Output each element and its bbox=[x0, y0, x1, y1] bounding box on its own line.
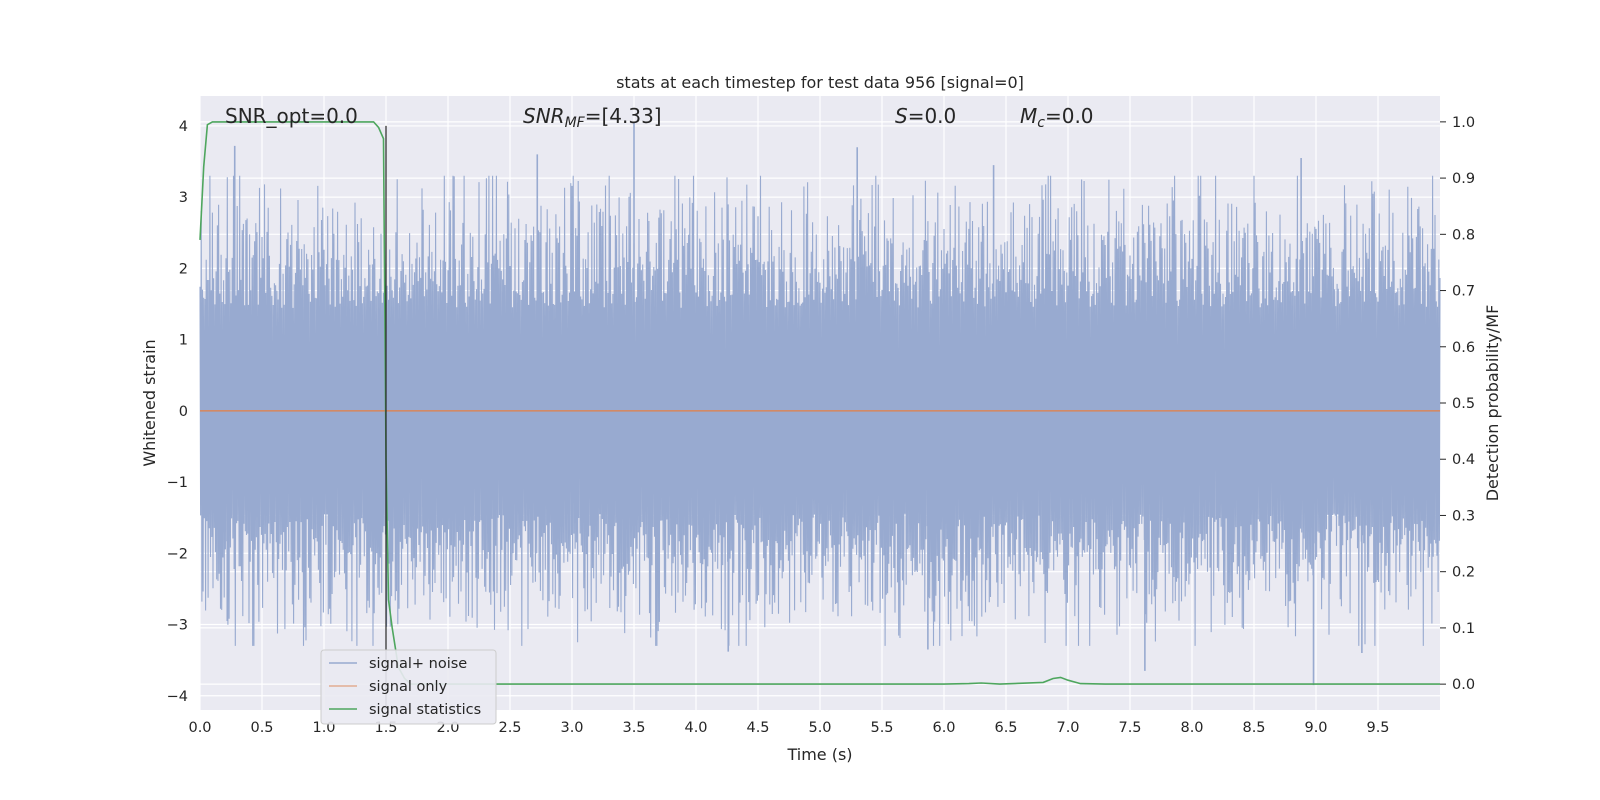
x-tick-label: 5.0 bbox=[808, 720, 831, 736]
y-left-tick-label: −3 bbox=[167, 618, 188, 634]
y-left-tick-label: 4 bbox=[179, 119, 188, 135]
x-tick-label: 8.5 bbox=[1242, 720, 1265, 736]
y-right-tick-label: 0.2 bbox=[1452, 565, 1475, 581]
y-right-tick-label: 0.9 bbox=[1452, 171, 1475, 187]
x-tick-label: 3.5 bbox=[622, 720, 645, 736]
legend-label-signal-noise: signal+ noise bbox=[369, 656, 467, 672]
legend: signal+ noise signal only signal statist… bbox=[320, 649, 497, 725]
y-right-tick-label: 0.4 bbox=[1452, 452, 1475, 468]
y-right-tick-label: 0.5 bbox=[1452, 396, 1475, 412]
annotation-snr-opt: SNR_opt=0.0 bbox=[225, 104, 358, 128]
y-axis-label-left: Whitened strain bbox=[140, 339, 159, 466]
x-tick-label: 5.5 bbox=[870, 720, 893, 736]
y-left-tick-label: 2 bbox=[179, 261, 188, 277]
y-right-tick-label: 0.6 bbox=[1452, 340, 1475, 356]
y-left-tick-label: −1 bbox=[167, 475, 188, 491]
x-tick-label: 6.5 bbox=[994, 720, 1017, 736]
y-axis-label-right: Detection probability/MF bbox=[1483, 305, 1502, 502]
y-right-tick-label: 0.1 bbox=[1452, 621, 1475, 637]
x-tick-label: 8.0 bbox=[1180, 720, 1203, 736]
y-right-tick-label: 0.3 bbox=[1452, 508, 1475, 524]
legend-label-signal-statistics: signal statistics bbox=[369, 702, 481, 718]
y-right-tick-label: 0.7 bbox=[1452, 284, 1475, 300]
y-left-tick-label: 0 bbox=[179, 404, 188, 420]
x-tick-label: 2.5 bbox=[498, 720, 521, 736]
x-tick-label: 6.0 bbox=[932, 720, 955, 736]
x-tick-label: 9.5 bbox=[1366, 720, 1389, 736]
y-right-tick-label: 0.0 bbox=[1452, 677, 1475, 693]
x-tick-label: 3.0 bbox=[560, 720, 583, 736]
x-tick-label: 9.0 bbox=[1304, 720, 1327, 736]
x-axis-label: Time (s) bbox=[786, 745, 852, 764]
chart-title: stats at each timestep for test data 956… bbox=[616, 73, 1024, 92]
x-tick-label: 4.5 bbox=[746, 720, 769, 736]
y-left-tick-label: 1 bbox=[179, 333, 188, 349]
annotation-s: S=0.0 bbox=[895, 104, 956, 128]
annotation-mc: Mc=0.0 bbox=[1020, 104, 1094, 131]
y-left-tick-label: 3 bbox=[179, 190, 188, 206]
ticks: 0.0 0.5 1.0 1.5 2.0 2.5 3.0 3.5 4.0 4.5 5.0 5.5 6.0 6… bbox=[167, 115, 1475, 736]
y-left-tick-label: −4 bbox=[167, 689, 188, 705]
legend-box bbox=[320, 649, 497, 725]
x-tick-label: 7.0 bbox=[1056, 720, 1079, 736]
legend-label-signal-only: signal only bbox=[369, 679, 448, 695]
y-right-tick-label: 1.0 bbox=[1452, 115, 1475, 131]
signal-noise-line bbox=[199, 175, 1441, 646]
x-tick-label: 0.0 bbox=[188, 720, 211, 736]
annotation-snr-mf: SNRMF=[4.33] bbox=[523, 104, 662, 131]
series-signal-noise bbox=[199, 122, 1441, 686]
x-tick-label: 4.0 bbox=[684, 720, 707, 736]
x-tick-label: 0.5 bbox=[250, 720, 273, 736]
y-left-tick-label: −2 bbox=[167, 546, 188, 562]
y-right-tick-label: 0.8 bbox=[1452, 227, 1475, 243]
x-tick-label: 7.5 bbox=[1118, 720, 1141, 736]
